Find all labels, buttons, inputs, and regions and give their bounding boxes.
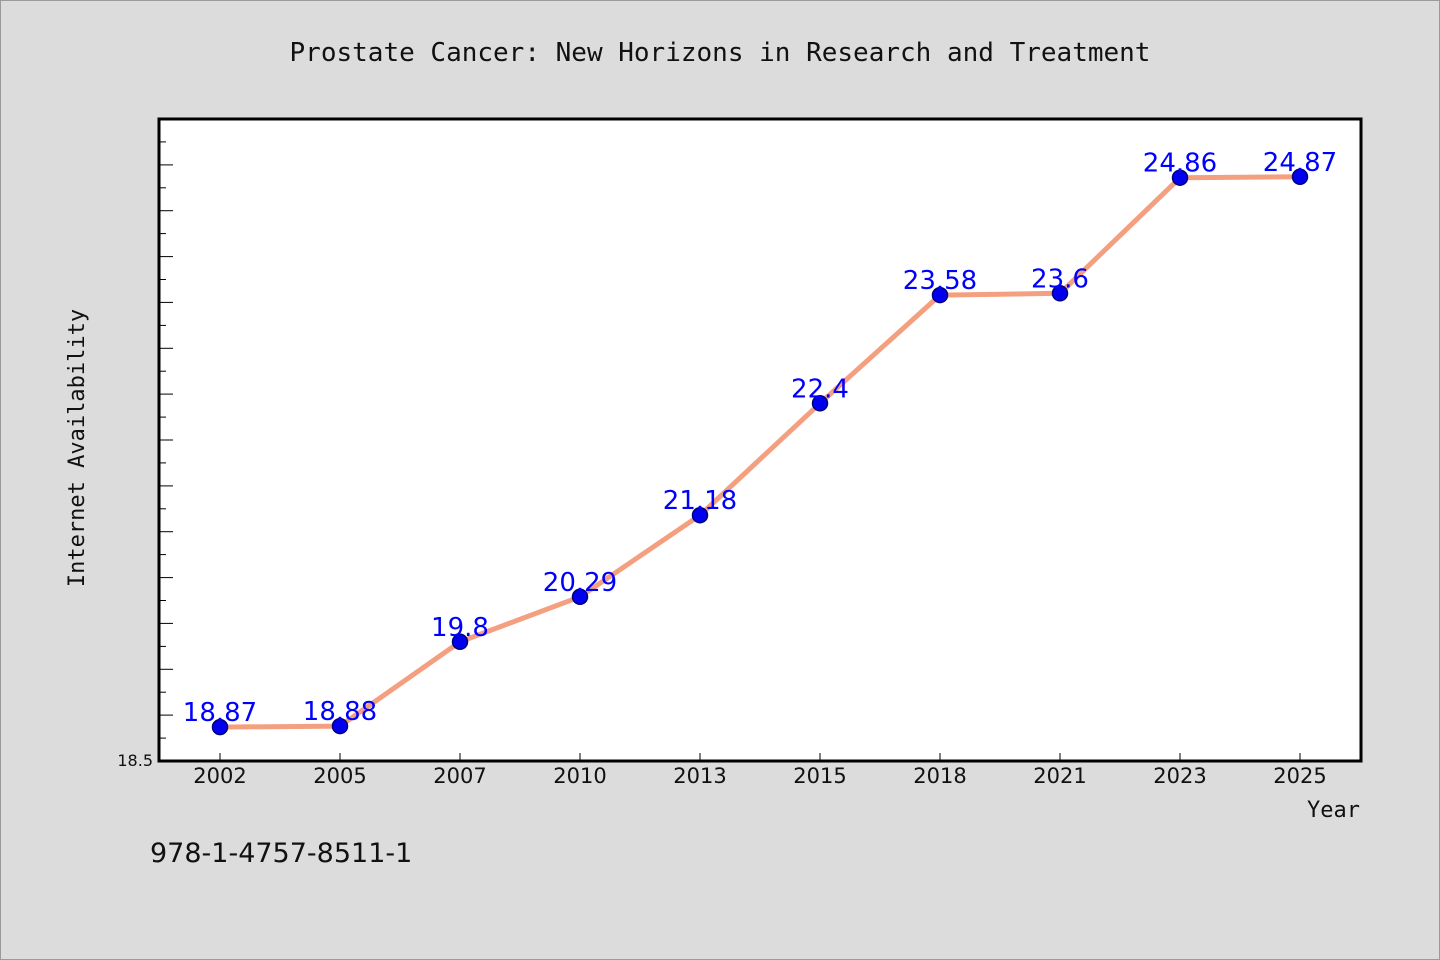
x-tick-label: 2023 xyxy=(1153,764,1206,788)
y-axis-label: Internet Availability xyxy=(65,309,90,587)
x-axis-label: Year xyxy=(1307,798,1360,823)
x-tick-labels: 2002 2005 2007 2010 2013 2015 2018 2021 2023 2025 xyxy=(193,764,1326,788)
data-label: 21.18 xyxy=(663,486,737,516)
data-label: 18.87 xyxy=(183,698,257,728)
x-tick-label: 2007 xyxy=(433,764,486,788)
data-label: 20.29 xyxy=(543,568,617,598)
x-tick-label: 2010 xyxy=(553,764,606,788)
x-tick-label: 2018 xyxy=(913,764,966,788)
x-tick-label: 2013 xyxy=(673,764,726,788)
data-label: 19.8 xyxy=(431,613,489,643)
data-label: 24.87 xyxy=(1263,148,1337,178)
data-label: 23.6 xyxy=(1031,264,1089,294)
line-chart: Prostate Cancer: New Horizons in Researc… xyxy=(0,0,1440,960)
isbn-text: 978-1-4757-8511-1 xyxy=(150,838,412,869)
y-tick-label: 18.5 xyxy=(117,751,153,770)
chart-title: Prostate Cancer: New Horizons in Researc… xyxy=(290,38,1151,68)
x-tick-label: 2005 xyxy=(313,764,366,788)
plot-area xyxy=(159,119,1361,761)
x-tick-label: 2002 xyxy=(193,764,246,788)
x-tick-label: 2015 xyxy=(793,764,846,788)
data-label: 22.4 xyxy=(791,374,849,404)
data-label: 24.86 xyxy=(1143,149,1217,179)
x-tick-label: 2021 xyxy=(1033,764,1086,788)
data-label: 23.58 xyxy=(903,266,977,296)
x-tick-label: 2025 xyxy=(1273,764,1326,788)
data-label: 18.88 xyxy=(303,697,377,727)
